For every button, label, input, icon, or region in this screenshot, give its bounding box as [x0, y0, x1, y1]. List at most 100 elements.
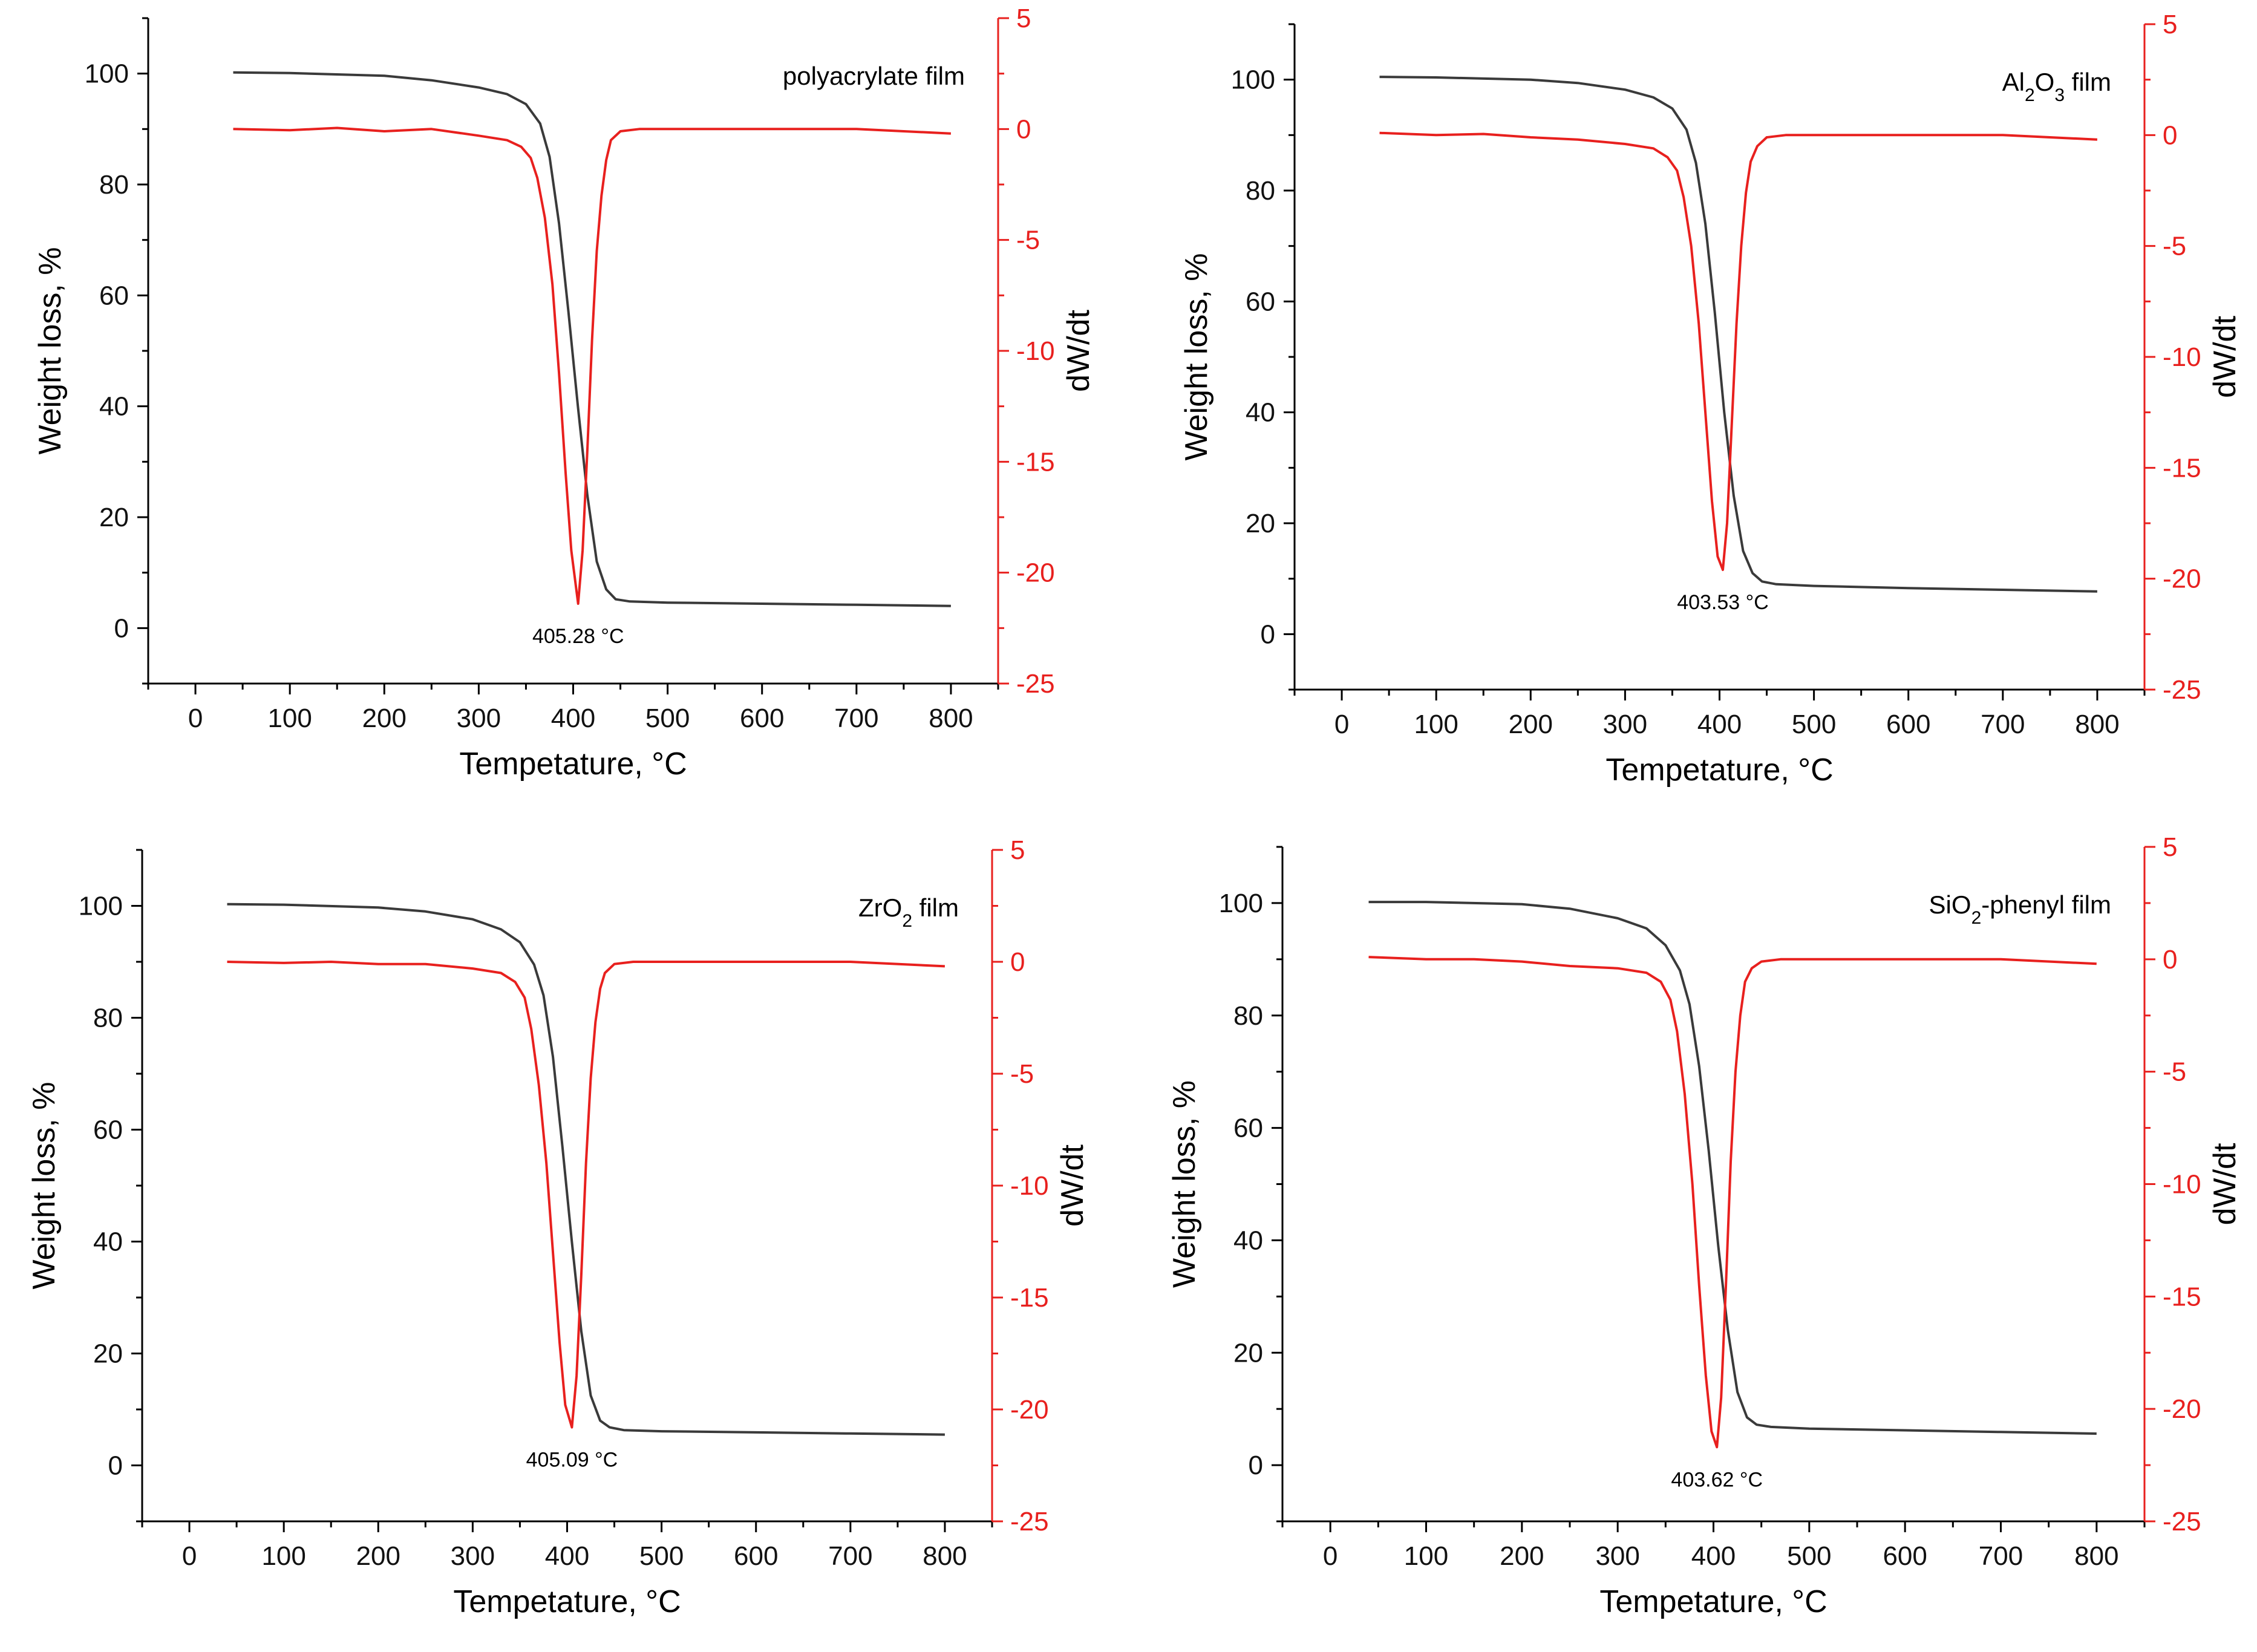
x-tick-label: 500 — [1787, 1541, 1831, 1571]
x-tick-label: 500 — [639, 1541, 684, 1571]
y-left-tick-label: 60 — [1233, 1114, 1263, 1143]
peak-annotation: 403.62 °C — [1671, 1468, 1763, 1491]
peak-annotation: 403.53 °C — [1677, 591, 1769, 614]
x-tick-label: 300 — [1595, 1541, 1639, 1571]
x-tick-label: 100 — [1414, 710, 1458, 739]
y-left-tick-label: 20 — [1246, 509, 1275, 538]
dwdt-series-line — [1379, 131, 2097, 571]
y-right-tick-label: -15 — [2163, 453, 2201, 483]
x-tick-label: 100 — [1404, 1541, 1448, 1571]
x-tick-label: 600 — [740, 704, 784, 733]
x-tick-label: 0 — [1334, 710, 1349, 739]
y-right-tick-label: 5 — [2163, 10, 2177, 39]
weight-loss-series-line — [227, 903, 945, 1436]
y-right-tick-label: -25 — [2163, 675, 2201, 705]
y-left-axis-title: Weight loss, % — [1167, 1080, 1202, 1288]
y-right-tick-label: 0 — [2163, 945, 2177, 975]
y-right-axis-title: dW/dt — [1055, 1144, 1090, 1227]
y-left-axis-title: Weight loss, % — [33, 247, 68, 455]
x-tick-label: 300 — [451, 1541, 495, 1571]
x-tick-label: 800 — [2075, 710, 2119, 739]
x-axis-title: Tempetature, °C — [453, 1584, 681, 1619]
weight-loss-series-line — [1368, 901, 2097, 1435]
y-right-tick-label: -5 — [1010, 1059, 1034, 1089]
y-left-tick-label: 40 — [1233, 1226, 1263, 1255]
x-tick-label: 100 — [261, 1541, 305, 1571]
y-right-tick-label: 0 — [1010, 947, 1025, 977]
y-right-tick-label: -15 — [2163, 1282, 2201, 1311]
x-tick-label: 500 — [1792, 710, 1836, 739]
x-tick-label: 300 — [457, 704, 501, 733]
y-left-tick-label: 80 — [1233, 1001, 1263, 1031]
y-left-tick-label: 0 — [108, 1451, 123, 1481]
y-right-tick-label: -25 — [2163, 1507, 2201, 1536]
x-tick-label: 600 — [1883, 1541, 1927, 1571]
y-left-tick-label: 60 — [1246, 287, 1275, 316]
tga-chart-zro2: 0 100 200 300 400 500 600 700 800 0 20 40 60 80 100 5 0 -… — [27, 835, 1090, 1619]
y-left-tick-label: 100 — [79, 892, 123, 921]
x-tick-label: 400 — [551, 704, 595, 733]
x-tick-label: 700 — [828, 1541, 872, 1571]
y-right-tick-label: -25 — [1016, 669, 1055, 699]
y-left-tick-label: 40 — [93, 1227, 123, 1257]
y-right-tick-label: -15 — [1010, 1283, 1049, 1313]
y-left-axis-title: Weight loss, % — [1179, 253, 1214, 461]
y-left-tick-label: 100 — [85, 59, 129, 89]
y-right-tick-label: -10 — [1016, 336, 1055, 366]
y-right-tick-label: -20 — [2163, 1394, 2201, 1424]
dwdt-series-line — [227, 961, 945, 1429]
y-right-tick-label: -20 — [1010, 1395, 1049, 1425]
peak-annotation: 405.09 °C — [526, 1449, 618, 1472]
x-tick-label: 400 — [1691, 1541, 1736, 1571]
x-tick-label: 200 — [1509, 710, 1553, 739]
sample-label: polyacrylate film — [783, 62, 965, 90]
x-tick-label: 700 — [1979, 1541, 2023, 1571]
sample-label: ZrO2 film — [858, 893, 959, 931]
y-right-tick-label: -5 — [2163, 1057, 2186, 1087]
dwdt-series-line — [1368, 956, 2097, 1449]
y-left-axis-title: Weight loss, % — [27, 1082, 62, 1290]
y-left-tick-label: 20 — [93, 1339, 123, 1369]
x-tick-label: 400 — [545, 1541, 589, 1571]
y-left-tick-label: 20 — [1233, 1338, 1263, 1368]
chart-panel-polyacrylate: 0 100 200 300 400 500 600 700 800 0 20 40 60 80 100 5 0 -… — [18, 4, 1107, 808]
y-left-tick-label: 20 — [99, 503, 129, 532]
x-tick-label: 300 — [1603, 710, 1647, 739]
sample-label: Al2O3 film — [2002, 68, 2111, 105]
x-tick-label: 200 — [1500, 1541, 1544, 1571]
y-right-tick-label: 5 — [1010, 835, 1025, 865]
y-left-tick-label: 80 — [1246, 176, 1275, 206]
y-right-axis-title: dW/dt — [2207, 1143, 2242, 1225]
sample-label: SiO2-phenyl film — [1929, 890, 2111, 928]
y-left-tick-label: 100 — [1219, 889, 1263, 918]
y-right-tick-label: 0 — [2163, 120, 2177, 150]
weight-loss-series-line — [1379, 76, 2097, 593]
x-tick-label: 0 — [182, 1541, 197, 1571]
y-right-tick-label: -10 — [1010, 1171, 1049, 1201]
x-tick-label: 600 — [734, 1541, 778, 1571]
peak-annotation: 405.28 °C — [532, 625, 624, 648]
x-axis-title: Tempetature, °C — [1605, 753, 1833, 788]
x-tick-label: 100 — [267, 704, 312, 733]
chart-panel-al2o3: 0 100 200 300 400 500 600 700 800 0 20 40 60 80 100 5 0 -… — [1164, 10, 2253, 814]
weight-loss-series-line — [233, 71, 951, 607]
x-tick-label: 200 — [362, 704, 407, 733]
tga-chart-sio2-phenyl: 0 100 200 300 400 500 600 700 800 0 20 40 60 80 100 5 0 -… — [1167, 832, 2242, 1619]
chart-panel-sio2-phenyl: 0 100 200 300 400 500 600 700 800 0 20 40 60 80 100 5 0 -… — [1152, 832, 2253, 1645]
x-tick-label: 0 — [188, 704, 203, 733]
y-right-tick-label: -5 — [1016, 226, 1040, 255]
x-tick-label: 400 — [1697, 710, 1742, 739]
x-axis-title: Tempetature, °C — [459, 746, 687, 782]
y-right-tick-label: 5 — [1016, 4, 1031, 33]
x-tick-label: 700 — [834, 704, 878, 733]
y-right-tick-label: -20 — [1016, 558, 1055, 588]
y-left-tick-label: 80 — [93, 1004, 123, 1033]
x-tick-label: 600 — [1886, 710, 1930, 739]
dwdt-series-line — [233, 126, 951, 605]
x-tick-label: 800 — [2074, 1541, 2118, 1571]
y-right-tick-label: -20 — [2163, 564, 2201, 594]
x-tick-label: 500 — [645, 704, 690, 733]
y-right-axis-title: dW/dt — [1061, 310, 1096, 392]
tga-chart-polyacrylate: 0 100 200 300 400 500 600 700 800 0 20 40 60 80 100 5 0 -… — [33, 4, 1096, 782]
y-left-tick-label: 100 — [1231, 65, 1275, 95]
